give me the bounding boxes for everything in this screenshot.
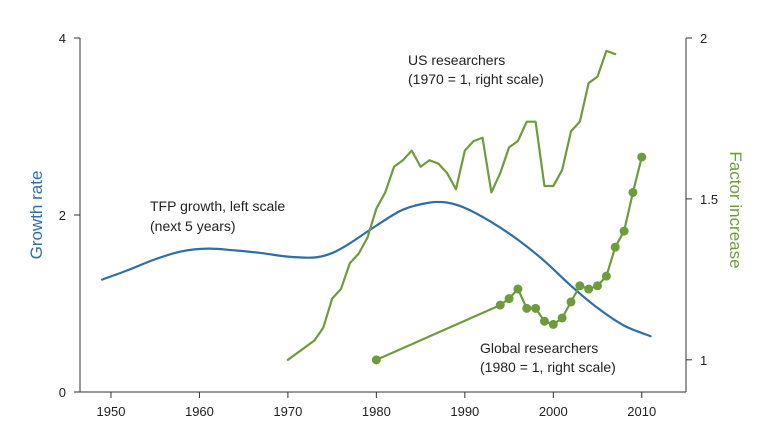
- global_researchers-point: [504, 294, 514, 304]
- left-tick-label: 0: [59, 385, 66, 400]
- left-axis-title: Growth rate: [27, 171, 46, 260]
- global-researchers-label-line2: (1980 = 1, right scale): [480, 359, 616, 375]
- x-tick-label: 1990: [450, 404, 479, 419]
- global_researchers-point: [531, 303, 541, 313]
- us-researchers-label-line2: (1970 = 1, right scale): [408, 71, 544, 87]
- us-researchers-label-line1: US researchers: [408, 52, 505, 68]
- global_researchers-point: [539, 316, 549, 326]
- right-axis-ticks: 11.52: [686, 31, 718, 368]
- global_researchers-point: [593, 281, 603, 291]
- global_researchers-point: [584, 284, 594, 294]
- x-tick-label: 1970: [273, 404, 302, 419]
- x-tick-label: 1960: [185, 404, 214, 419]
- global_researchers-point: [619, 226, 629, 236]
- global_researchers-line: [375, 155, 643, 361]
- tfp-label-line1: TFP growth, left scale: [150, 198, 285, 214]
- right-tick-label: 2: [700, 31, 707, 46]
- x-axis-ticks: 1950 1960 1970 1980 1990 2000 2010: [97, 392, 656, 419]
- left-tick-label: 4: [59, 31, 66, 46]
- global_researchers-point: [610, 242, 620, 252]
- global_researchers-point: [628, 187, 638, 197]
- x-tick-label: 2000: [539, 404, 568, 419]
- global_researchers-point: [637, 152, 647, 162]
- x-tick-label: 2010: [627, 404, 656, 419]
- tfp-label-line2: (next 5 years): [150, 218, 236, 234]
- global_researchers-point: [522, 303, 532, 313]
- left-axis-ticks: 0 2 4: [59, 31, 80, 400]
- global_researchers-point: [601, 271, 611, 281]
- left-tick-label: 2: [59, 208, 66, 223]
- x-tick-label: 1950: [97, 404, 126, 419]
- tfp-line: [101, 200, 652, 338]
- right-tick-label: 1.5: [700, 192, 718, 207]
- global_researchers-point: [548, 319, 558, 329]
- series-layer: [101, 49, 652, 365]
- global_researchers-point: [371, 355, 381, 365]
- global_researchers-point: [557, 313, 567, 323]
- us_researchers-line: [286, 49, 617, 361]
- global_researchers-point: [513, 284, 523, 294]
- global_researchers-point: [575, 281, 585, 291]
- x-tick-label: 1980: [362, 404, 391, 419]
- grid-and-axes: [79, 38, 687, 393]
- right-axis-title: Factor increase: [726, 151, 745, 268]
- global-researchers-label-line1: Global researchers: [480, 340, 598, 356]
- right-tick-label: 1: [700, 353, 707, 368]
- global_researchers-point: [495, 300, 505, 310]
- global_researchers-point: [566, 297, 576, 307]
